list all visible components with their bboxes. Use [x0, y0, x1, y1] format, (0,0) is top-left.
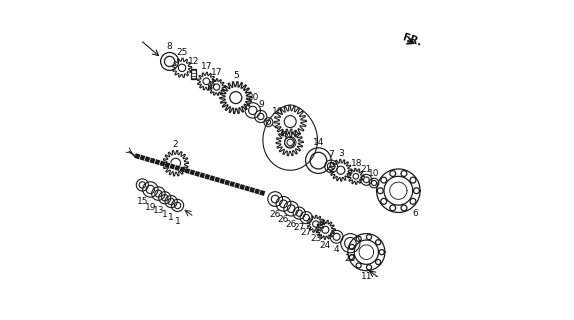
- Text: 23: 23: [310, 234, 321, 243]
- Text: 22: 22: [345, 254, 356, 263]
- Text: 27: 27: [301, 228, 312, 237]
- Text: 10: 10: [369, 169, 380, 178]
- Text: 4: 4: [334, 245, 339, 254]
- Text: 1: 1: [162, 210, 168, 219]
- Text: 11: 11: [360, 272, 372, 281]
- Text: 15: 15: [137, 197, 148, 206]
- Text: FR.: FR.: [401, 33, 422, 48]
- Text: 20: 20: [247, 93, 258, 102]
- Text: 17: 17: [200, 62, 212, 71]
- Text: 2: 2: [173, 140, 179, 149]
- Text: 7: 7: [328, 150, 334, 159]
- Text: 13: 13: [153, 206, 164, 215]
- Text: 19: 19: [145, 203, 156, 212]
- Text: 5: 5: [233, 71, 239, 80]
- Text: 24: 24: [320, 241, 331, 250]
- Text: 26: 26: [285, 220, 297, 229]
- Text: 6: 6: [412, 209, 418, 218]
- Text: 9: 9: [258, 100, 263, 109]
- Text: 27: 27: [293, 223, 305, 232]
- Text: 1: 1: [174, 217, 180, 226]
- Text: 17: 17: [211, 68, 222, 77]
- Text: 16: 16: [272, 108, 283, 116]
- Bar: [191, 69, 196, 79]
- Text: 21: 21: [360, 165, 372, 174]
- Text: 26: 26: [278, 215, 289, 224]
- Text: 8: 8: [166, 42, 172, 51]
- Text: 14: 14: [313, 138, 324, 147]
- Text: 3: 3: [338, 149, 344, 158]
- Text: 18: 18: [351, 159, 363, 168]
- Text: 12: 12: [188, 57, 199, 66]
- Text: 25: 25: [176, 48, 188, 57]
- Text: 26: 26: [269, 210, 281, 219]
- Text: 1: 1: [168, 213, 174, 222]
